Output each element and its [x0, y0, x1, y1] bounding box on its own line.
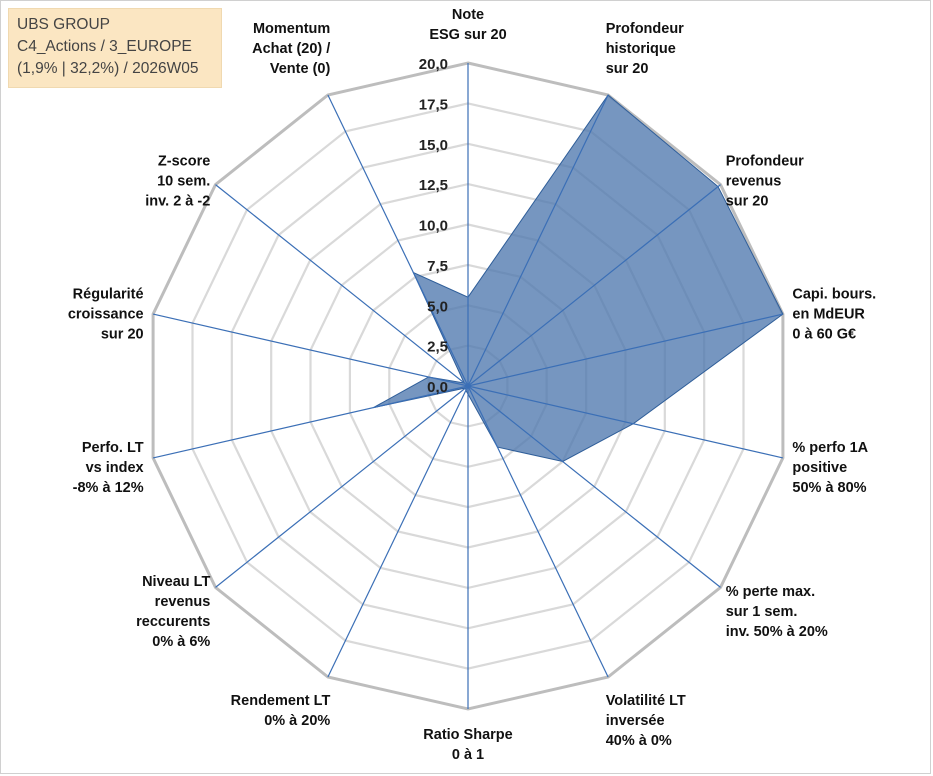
- axis-label-line: Momentum: [253, 21, 330, 37]
- axis-label-line: croissance: [68, 306, 144, 322]
- spoke-4: [467, 385, 784, 459]
- axis-label-line: 0% à 6%: [152, 634, 210, 650]
- axis-label-12: Z-score 10 sem. inv. 2 à -2: [145, 154, 210, 210]
- axis-label-line: vs index: [86, 460, 144, 476]
- axis-label-6: Volatilité LT inversée 40% à 0%: [606, 693, 686, 749]
- axis-label-line: Capi. bours.: [792, 286, 876, 302]
- axis-label-line: Volatilité LT: [606, 693, 686, 709]
- axis-label-line: Note: [452, 7, 484, 23]
- axis-label-0: Note ESG sur 20: [429, 7, 506, 43]
- tick-label: 12,5: [419, 177, 448, 194]
- axis-label-line: % perte max.: [726, 584, 815, 600]
- axis-label-line: revenus: [155, 594, 211, 610]
- axis-label-4: % perfo 1A positive 50% à 80%: [792, 440, 868, 496]
- axis-label-8: Rendement LT 0% à 20%: [231, 693, 331, 729]
- company-name: UBS GROUP: [17, 16, 111, 33]
- axis-label-line: reccurents: [136, 614, 210, 630]
- axis-label-line: Profondeur: [606, 21, 684, 37]
- tick-label: 20,0: [419, 56, 448, 73]
- spoke-13: [327, 94, 469, 387]
- axis-label-line: -8% à 12%: [73, 480, 144, 496]
- axis-label-line: 0% à 20%: [264, 713, 330, 729]
- tick-label: 2,5: [427, 339, 448, 356]
- axis-label-line: positive: [792, 460, 847, 476]
- spoke-2: [467, 184, 721, 387]
- spoke-11: [152, 313, 469, 387]
- axis-label-line: inversée: [606, 713, 665, 729]
- radar-spokes: [152, 63, 784, 709]
- axis-label-line: 50% à 80%: [792, 480, 866, 496]
- spoke-5: [467, 385, 721, 588]
- tick-label: 10,0: [419, 218, 448, 235]
- axis-label-line: Perfo. LT: [82, 440, 144, 456]
- axis-label-9: Niveau LT revenus reccurents 0% à 6%: [136, 574, 210, 650]
- axis-label-line: en MdEUR: [792, 306, 865, 322]
- axis-label-line: inv. 50% à 20%: [726, 624, 828, 640]
- spoke-1: [467, 94, 609, 387]
- spoke-10: [152, 385, 469, 459]
- tick-label: 15,0: [419, 137, 448, 154]
- axis-label-line: inv. 2 à -2: [145, 194, 210, 210]
- axis-label-line: 0 à 60 G€: [792, 326, 856, 342]
- axis-label-line: 40% à 0%: [606, 733, 672, 749]
- axis-label-line: sur 20: [726, 194, 769, 210]
- axis-label-line: Niveau LT: [142, 574, 210, 590]
- tick-label: 0,0: [427, 379, 448, 396]
- axis-label-line: 0 à 1: [452, 747, 484, 763]
- axis-label-13: Momentum Achat (20) / Vente (0): [252, 21, 330, 77]
- axis-label-5: % perte max. sur 1 sem. inv. 50% à 20%: [726, 584, 828, 640]
- axis-label-line: sur 1 sem.: [726, 604, 798, 620]
- axis-label-line: ESG sur 20: [429, 27, 506, 43]
- axis-label-11: Régularité croissance sur 20: [68, 286, 144, 342]
- spoke-3: [467, 313, 784, 387]
- axis-label-line: % perfo 1A: [792, 440, 868, 456]
- axis-label-1: Profondeur historique sur 20: [606, 21, 684, 77]
- axis-label-7: Ratio Sharpe 0 à 1: [423, 727, 512, 763]
- axis-label-line: Rendement LT: [231, 693, 331, 709]
- axis-label-line: sur 20: [101, 326, 144, 342]
- spoke-9: [215, 385, 469, 588]
- tick-label: 17,5: [419, 96, 448, 113]
- axis-label-line: 10 sem.: [157, 174, 210, 190]
- axis-label-line: historique: [606, 41, 676, 57]
- axis-label-3: Capi. bours. en MdEUR 0 à 60 G€: [792, 286, 876, 342]
- axis-label-line: Profondeur: [726, 154, 804, 170]
- category-line: C4_Actions / 3_EUROPE: [17, 38, 192, 55]
- spoke-8: [327, 385, 469, 678]
- tick-label: 5,0: [427, 298, 448, 315]
- tick-label: 7,5: [427, 258, 448, 275]
- spoke-6: [467, 385, 609, 678]
- axis-label-10: Perfo. LT vs index -8% à 12%: [73, 440, 144, 496]
- spoke-12: [215, 184, 469, 387]
- axis-label-2: Profondeur revenus sur 20: [726, 154, 804, 210]
- radial-tick-labels: 0,0 2,5 5,0 7,5 10,0 12,5 15,0 17,5 20,0: [419, 56, 448, 396]
- axis-label-line: sur 20: [606, 61, 649, 77]
- axis-label-line: Achat (20) /: [252, 41, 330, 57]
- axis-label-line: Ratio Sharpe: [423, 727, 512, 743]
- axis-label-line: Z-score: [158, 154, 210, 170]
- stats-line: (1,9% | 32,2%) / 2026W05: [17, 60, 199, 77]
- axis-label-line: Régularité: [73, 286, 144, 302]
- axis-label-line: Vente (0): [270, 61, 331, 77]
- axis-label-line: revenus: [726, 174, 782, 190]
- axis-labels: Note ESG sur 20 Profondeur historique sur 20…: [68, 7, 876, 763]
- chart-title-box: UBS GROUP C4_Actions / 3_EUROPE (1,9% | …: [8, 8, 222, 88]
